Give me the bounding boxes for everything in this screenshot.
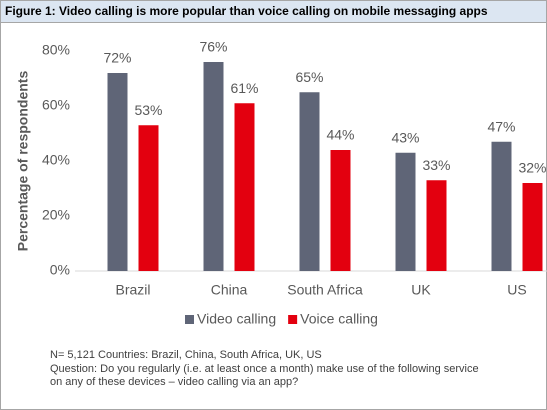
legend-swatch [185, 315, 194, 324]
bar [107, 73, 128, 271]
value-label: 47% [487, 118, 515, 134]
x-tick-label: UK [411, 282, 431, 298]
legend-label: Video calling [197, 311, 276, 327]
value-label: 33% [422, 157, 450, 173]
legend-label: Voice calling [300, 311, 378, 327]
value-label: 44% [326, 127, 354, 143]
y-tick-label: 0% [50, 262, 70, 278]
note: Question: Do you regularly (i.e. at leas… [50, 363, 479, 375]
y-axis-label: Percentage of respondents [15, 71, 31, 252]
value-label: 65% [295, 69, 323, 85]
note: on any of these devices – video calling … [50, 376, 298, 388]
y-tick-label: 40% [42, 152, 70, 168]
value-label: 43% [391, 129, 419, 145]
x-tick-label: Brazil [115, 282, 150, 298]
value-label: 61% [230, 80, 258, 96]
note: N= 5,121 Countries: Brazil, China, South… [50, 349, 322, 361]
y-tick-label: 60% [42, 97, 70, 113]
y-tick-label: 80% [42, 42, 70, 58]
value-label: 72% [103, 50, 131, 66]
bar [203, 62, 224, 271]
value-label: 32% [518, 160, 546, 176]
bar [234, 103, 255, 271]
x-tick-label: US [507, 282, 526, 298]
bar [395, 152, 416, 271]
bar [299, 92, 320, 271]
value-label: 53% [134, 102, 162, 118]
legend-swatch [288, 315, 298, 324]
bar [330, 150, 351, 271]
bar [522, 183, 543, 271]
value-label: 76% [199, 39, 227, 55]
bar [426, 180, 447, 271]
x-tick-label: South Africa [287, 282, 363, 298]
chart-title: Figure 1: Video calling is more popular … [5, 4, 488, 18]
y-tick-label: 20% [42, 207, 70, 223]
x-tick-label: China [211, 282, 248, 298]
bar [491, 141, 512, 271]
bar [138, 125, 159, 271]
